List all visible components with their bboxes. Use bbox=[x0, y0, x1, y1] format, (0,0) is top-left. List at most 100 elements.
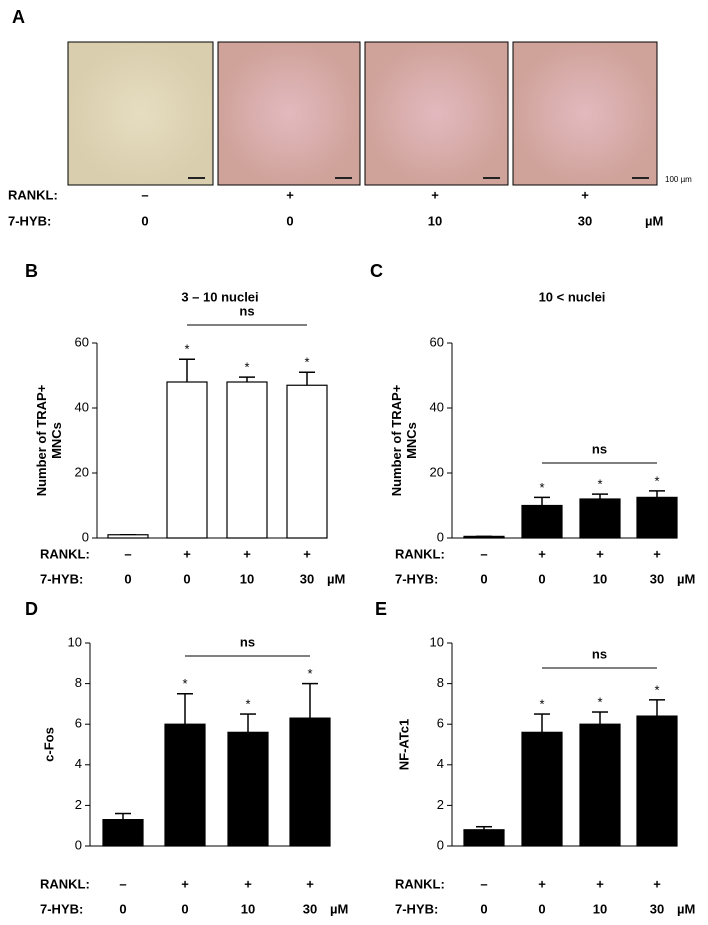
bracket-label: ns bbox=[240, 634, 255, 649]
condition-value: 0 bbox=[538, 571, 545, 586]
y-axis-label: c-Fos bbox=[41, 727, 56, 762]
unit: µM bbox=[645, 213, 663, 228]
condition-value: + bbox=[306, 876, 314, 891]
bar bbox=[521, 731, 563, 847]
condition-value: + bbox=[653, 546, 661, 561]
condition-label: 7-HYB: bbox=[40, 901, 83, 916]
panel-label: E bbox=[375, 599, 387, 619]
panel-label: C bbox=[370, 261, 383, 281]
y-tick-label: 2 bbox=[75, 797, 82, 812]
y-tick-label: 6 bbox=[75, 716, 82, 731]
condition-label: RANKL: bbox=[40, 546, 90, 561]
y-tick-label: 0 bbox=[437, 837, 444, 852]
significance-marker: * bbox=[539, 480, 544, 495]
y-axis-label: NF-ATc1 bbox=[396, 719, 411, 771]
condition-value: + bbox=[653, 876, 661, 891]
bar bbox=[226, 381, 268, 539]
condition-label: 7-HYB: bbox=[40, 571, 83, 586]
condition-value: + bbox=[581, 187, 589, 202]
bar bbox=[166, 381, 208, 539]
y-axis-label: MNCs bbox=[49, 422, 64, 459]
condition-value: 0 bbox=[183, 571, 190, 586]
y-tick-label: 8 bbox=[437, 675, 444, 690]
y-tick-label: 40 bbox=[75, 399, 89, 414]
condition-value: – bbox=[119, 876, 126, 891]
bar bbox=[636, 715, 678, 847]
y-tick-label: 10 bbox=[68, 634, 82, 649]
micrograph bbox=[512, 41, 658, 186]
bar bbox=[579, 498, 621, 539]
condition-value: 0 bbox=[181, 901, 188, 916]
y-tick-label: 0 bbox=[82, 529, 89, 544]
y-tick-label: 60 bbox=[430, 334, 444, 349]
condition-value: 10 bbox=[593, 571, 607, 586]
condition-value: 30 bbox=[650, 571, 664, 586]
bracket-label: ns bbox=[239, 303, 254, 318]
panel-label: A bbox=[12, 7, 25, 27]
y-tick-label: 2 bbox=[437, 797, 444, 812]
condition-value: – bbox=[141, 187, 148, 202]
condition-value: + bbox=[183, 546, 191, 561]
condition-value: 30 bbox=[300, 571, 314, 586]
y-axis-label: Number of TRAP+ bbox=[34, 384, 49, 496]
condition-value: + bbox=[181, 876, 189, 891]
y-tick-label: 4 bbox=[75, 756, 82, 771]
y-axis-label: MNCs bbox=[404, 422, 419, 459]
bracket-label: ns bbox=[592, 646, 607, 661]
y-tick-label: 40 bbox=[430, 399, 444, 414]
condition-value: + bbox=[596, 876, 604, 891]
y-tick-label: 4 bbox=[437, 756, 444, 771]
y-tick-label: 60 bbox=[75, 334, 89, 349]
chart-title: 3 – 10 nuclei bbox=[181, 289, 258, 304]
y-axis-label: Number of TRAP+ bbox=[389, 384, 404, 496]
condition-value: – bbox=[480, 546, 487, 561]
condition-value: 10 bbox=[593, 901, 607, 916]
condition-value: 0 bbox=[119, 901, 126, 916]
chart-title: 10 < nuclei bbox=[539, 289, 606, 304]
bar bbox=[102, 819, 144, 847]
condition-value: – bbox=[124, 546, 131, 561]
condition-value: 0 bbox=[124, 571, 131, 586]
bar bbox=[463, 829, 505, 847]
bar bbox=[463, 535, 505, 539]
y-tick-label: 0 bbox=[437, 529, 444, 544]
bar bbox=[286, 384, 328, 539]
y-tick-label: 8 bbox=[75, 675, 82, 690]
significance-marker: * bbox=[654, 682, 659, 697]
condition-value: 30 bbox=[578, 213, 592, 228]
y-tick-label: 20 bbox=[430, 464, 444, 479]
bar bbox=[227, 731, 269, 847]
y-tick-label: 10 bbox=[430, 634, 444, 649]
condition-value: 30 bbox=[650, 901, 664, 916]
condition-value: + bbox=[538, 546, 546, 561]
condition-value: 10 bbox=[241, 901, 255, 916]
significance-marker: * bbox=[182, 676, 187, 691]
panel-label: D bbox=[25, 599, 38, 619]
significance-marker: * bbox=[307, 666, 312, 681]
y-tick-label: 6 bbox=[437, 716, 444, 731]
bar bbox=[636, 496, 678, 539]
condition-label: RANKL: bbox=[395, 876, 445, 891]
bar bbox=[521, 504, 563, 539]
significance-marker: * bbox=[244, 360, 249, 375]
significance-marker: * bbox=[245, 696, 250, 711]
micrograph bbox=[67, 41, 214, 186]
condition-value: + bbox=[596, 546, 604, 561]
significance-marker: * bbox=[597, 477, 602, 492]
condition-value: 10 bbox=[240, 571, 254, 586]
bar bbox=[579, 723, 621, 847]
condition-value: 30 bbox=[303, 901, 317, 916]
y-tick-label: 0 bbox=[75, 837, 82, 852]
bar bbox=[164, 723, 206, 847]
significance-marker: * bbox=[184, 342, 189, 357]
micrograph bbox=[364, 41, 509, 186]
unit: µM bbox=[677, 901, 695, 916]
condition-value: + bbox=[303, 546, 311, 561]
condition-value: + bbox=[538, 876, 546, 891]
bar bbox=[107, 534, 149, 539]
significance-marker: * bbox=[654, 473, 659, 488]
condition-value: 10 bbox=[428, 213, 442, 228]
condition-value: + bbox=[243, 546, 251, 561]
micrograph bbox=[217, 41, 361, 186]
